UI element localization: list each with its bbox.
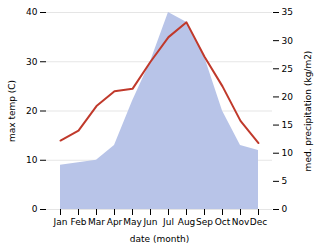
svg-text:30: 30 [26,57,38,67]
svg-text:35: 35 [282,7,293,17]
svg-text:Jun: Jun [142,217,157,227]
svg-text:Feb: Feb [71,217,87,227]
svg-text:5: 5 [282,176,288,186]
svg-text:20: 20 [282,92,294,102]
svg-text:Jul: Jul [162,217,174,227]
svg-text:30: 30 [282,36,294,46]
svg-text:max temp (C): max temp (C) [7,80,17,142]
svg-text:Mar: Mar [88,217,105,227]
svg-text:40: 40 [26,7,38,17]
svg-text:10: 10 [26,155,38,165]
svg-text:Sep: Sep [196,217,213,227]
svg-text:Dec: Dec [250,217,267,227]
svg-text:Nov: Nov [232,217,250,227]
svg-text:med. precipitation (kg/m2): med. precipitation (kg/m2) [303,51,313,172]
svg-text:date (month): date (month) [130,234,189,244]
svg-text:Apr: Apr [107,217,123,227]
svg-text:Aug: Aug [178,217,196,227]
svg-text:25: 25 [282,64,293,74]
svg-text:May: May [123,217,142,227]
svg-text:0: 0 [282,204,288,214]
svg-text:10: 10 [282,148,294,158]
svg-text:Oct: Oct [215,217,231,227]
svg-text:20: 20 [26,106,38,116]
svg-text:Jan: Jan [53,217,68,227]
svg-text:0: 0 [32,204,38,214]
svg-text:15: 15 [282,120,293,130]
